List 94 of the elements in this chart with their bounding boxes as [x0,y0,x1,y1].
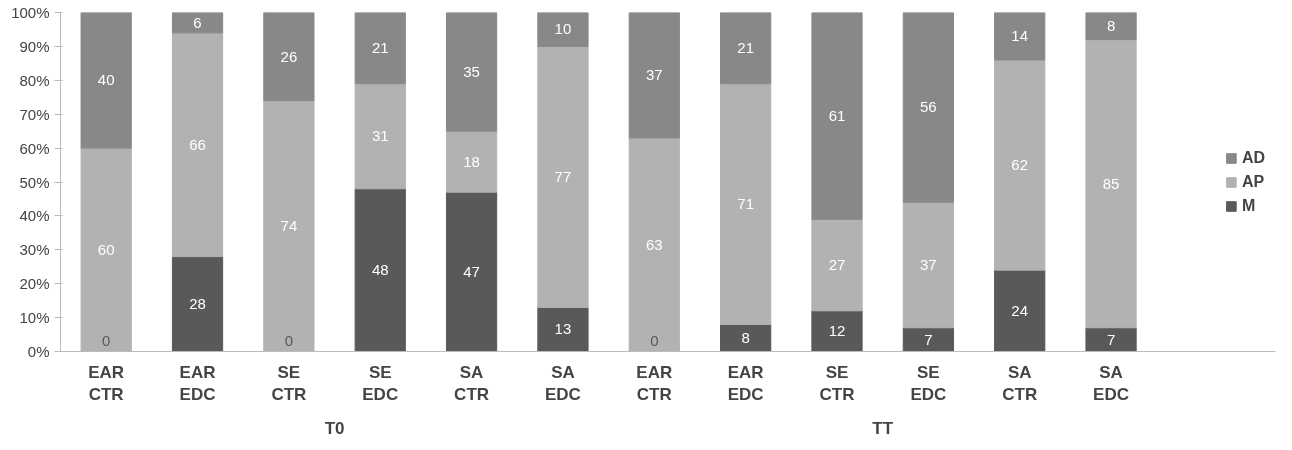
y-tick-label: 10% [19,309,50,327]
bar [263,12,315,102]
bar [445,12,498,132]
data-label: 0 [284,332,294,350]
bar [902,201,954,329]
bar [811,218,863,312]
data-label: 71 [737,195,754,213]
data-label: 35 [463,62,480,80]
data-label: 7 [1106,330,1116,348]
bar [720,12,772,85]
data-label: 6 [193,13,202,31]
x-tick-label: EAR CTR [636,362,673,405]
data-label: 14 [1011,27,1029,45]
bar [354,83,406,190]
bar [994,12,1046,61]
bar [171,256,224,352]
bar [354,188,406,352]
data-label: 12 [828,322,846,340]
bar [537,12,589,47]
bar [171,32,224,258]
y-tick-label: 100% [11,4,50,21]
legend-label: M [1241,196,1257,215]
data-label: 77 [554,167,572,185]
x-tick-label: SA EDC [545,362,581,405]
data-label: 24 [1011,301,1029,319]
y-tick-label: 60% [19,139,50,157]
data-label: 37 [645,66,663,84]
bar [171,12,224,34]
data-label: 47 [463,262,480,280]
data-label: 63 [645,235,663,253]
data-label: 61 [828,106,846,124]
data-label: 27 [828,256,846,274]
data-label: 0 [102,332,111,350]
x-tick-label: SE EDC [362,362,399,405]
bar [1085,327,1137,352]
bar [994,269,1046,352]
bar [720,323,772,352]
data-label: 13 [554,320,572,338]
y-tick-label: 20% [19,275,50,293]
data-label: 31 [371,127,389,145]
x-tick-label: SE CTR [271,362,307,405]
data-label: 21 [371,39,389,57]
bar [902,327,954,352]
legend-label: AP [1241,172,1265,191]
bar [445,191,498,352]
data-label: 8 [1106,17,1116,35]
data-label: 60 [97,240,115,258]
bar [902,12,954,203]
y-tick-label: 30% [19,241,50,259]
data-label: 56 [920,98,937,116]
data-label: 7 [924,330,933,348]
x-tick-label: EAR EDC [727,362,764,405]
bar [811,310,863,352]
legend-label: AD [1241,148,1265,167]
bar [811,12,863,220]
data-label: 74 [280,217,298,235]
x-tick-label: SA CTR [454,362,490,405]
x-tick-label: SE EDC [910,362,947,405]
y-tick-label: 80% [19,71,50,89]
data-label: 21 [737,39,754,57]
text: T0 [324,418,345,438]
x-tick-label: SE CTR [819,362,855,405]
bar [445,130,498,193]
data-label: 28 [189,295,206,313]
data-label: 0 [650,332,659,350]
bar [628,12,680,139]
bar [1085,12,1137,41]
bar [537,306,589,352]
y-tick-label: 40% [19,207,50,225]
bar [994,59,1046,271]
bar [1085,39,1137,329]
data-label: 48 [371,261,389,279]
data-label: 37 [920,256,937,274]
data-label: 66 [189,135,206,153]
data-label: 85 [1102,174,1120,192]
x-tick-label: EAR CTR [88,362,125,405]
data-label: 40 [97,71,115,89]
y-tick-label: 0% [27,343,50,360]
bar [80,12,132,149]
y-tick-label: 70% [19,105,50,123]
y-tick-label: 90% [19,37,50,55]
bar [720,83,772,325]
data-label: 18 [463,152,480,170]
x-tick-label: SA EDC [1093,362,1130,405]
y-tick-label: 50% [19,173,50,191]
text: TT [872,418,894,438]
bar [537,45,589,308]
data-label: 8 [741,328,750,346]
data-label: 62 [1011,156,1029,174]
x-tick-label: EAR EDC [179,362,216,405]
data-label: 26 [280,47,298,65]
data-label: 10 [554,20,572,38]
x-tick-label: SA CTR [1002,362,1038,405]
bar [354,12,406,85]
